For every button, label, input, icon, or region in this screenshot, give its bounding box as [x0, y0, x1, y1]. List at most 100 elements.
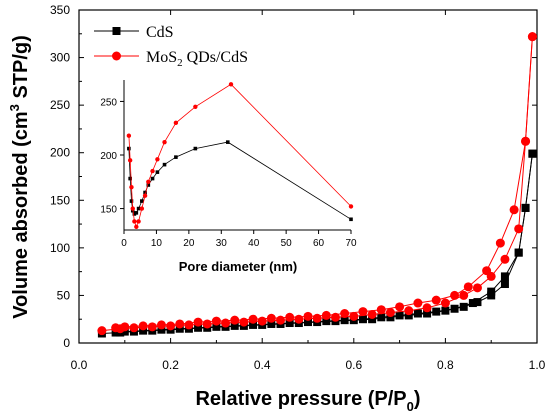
data-point-cds: [322, 317, 331, 326]
legend-marker-cds: [112, 27, 121, 35]
data-point-cds: [423, 309, 432, 318]
data-point-cds: [500, 272, 509, 281]
inset-series-group: [126, 82, 354, 229]
legend: CdS MoS2 QDs/CdS: [94, 24, 248, 69]
inset-data-point-mos2-qds-cds: [162, 139, 167, 145]
data-point-cds: [111, 328, 120, 337]
data-point-mos2-qds-cds: [266, 313, 276, 323]
data-point-cds: [528, 149, 537, 158]
data-point-cds: [212, 322, 221, 331]
inset-y-tick-label: 200: [100, 151, 117, 162]
legend-label-mos2-qds-cds: MoS2 QDs/CdS: [146, 49, 248, 69]
inset-data-point-mos2-qds-cds: [228, 82, 234, 87]
inset-data-point-cds: [155, 170, 160, 174]
inset-x-tick-label: 20: [183, 238, 195, 249]
x-tick-label: 0.8: [437, 358, 454, 372]
y-tick-label: 250: [50, 98, 70, 112]
data-point-mos2-qds-cds: [500, 254, 510, 264]
data-point-mos2-qds-cds: [211, 316, 221, 326]
inset-data-point-mos2-qds-cds: [146, 179, 151, 184]
data-point-cds: [468, 299, 477, 308]
y-tick-label: 50: [57, 288, 71, 302]
data-point-mos2-qds-cds: [257, 316, 267, 326]
inset-data-point-mos2-qds-cds: [127, 158, 133, 163]
y-tick-label: 300: [50, 51, 70, 65]
inset-data-point-mos2-qds-cds: [193, 104, 198, 109]
inset-data-point-cds: [129, 199, 134, 203]
data-point-mos2-qds-cds: [367, 309, 377, 319]
data-point-cds: [487, 287, 496, 296]
data-point-mos2-qds-cds: [358, 307, 368, 317]
data-point-cds: [395, 311, 404, 320]
data-point-mos2-qds-cds: [404, 306, 414, 316]
data-point-cds: [386, 313, 395, 322]
inset-data-point-cds: [349, 217, 353, 222]
inset-data-point-cds: [193, 146, 198, 151]
data-point-mos2-qds-cds: [120, 322, 130, 332]
inset-data-point-cds: [162, 162, 167, 167]
data-point-mos2-qds-cds: [376, 305, 386, 315]
data-point-mos2-qds-cds: [303, 311, 313, 321]
data-point-mos2-qds-cds: [482, 266, 492, 276]
inset-x-tick-label: 10: [151, 238, 163, 249]
inset-data-point-cds: [225, 140, 230, 144]
data-point-cds: [340, 316, 349, 325]
data-point-cds: [230, 321, 239, 330]
x-tick-label: 0.4: [254, 358, 271, 372]
data-point-mos2-qds-cds: [239, 317, 249, 327]
data-point-mos2-qds-cds: [463, 282, 473, 292]
data-point-mos2-qds-cds: [514, 224, 524, 234]
inset-data-point-cds: [132, 212, 137, 216]
data-point-mos2-qds-cds: [521, 136, 531, 146]
data-point-mos2-qds-cds: [285, 312, 295, 322]
x-tick-label: 1.0: [529, 358, 546, 372]
inset-data-point-mos2-qds-cds: [129, 184, 134, 190]
inset-data-point-mos2-qds-cds: [173, 120, 179, 126]
data-point-cds: [249, 320, 258, 329]
y-tick-label: 200: [50, 146, 70, 160]
data-point-cds: [194, 323, 203, 332]
data-point-cds: [175, 324, 184, 333]
data-point-mos2-qds-cds: [459, 290, 469, 300]
legend-item-cds: CdS: [94, 24, 174, 41]
data-point-mos2-qds-cds: [248, 314, 258, 324]
inset-data-point-cds: [143, 190, 147, 195]
legend-item-mos2-qds-cds: MoS2 QDs/CdS: [94, 49, 248, 69]
x-tick-label: 0.0: [71, 358, 88, 372]
data-point-mos2-qds-cds: [175, 319, 185, 329]
inset-data-point-mos2-qds-cds: [155, 157, 160, 162]
data-point-cds: [377, 313, 386, 322]
data-point-mos2-qds-cds: [276, 315, 286, 325]
data-point-mos2-qds-cds: [431, 295, 441, 305]
data-point-mos2-qds-cds: [321, 310, 331, 320]
inset-y-tick-label: 150: [100, 205, 117, 216]
inset-data-point-cds: [134, 211, 139, 215]
inset-chart: 0 10 20 30 40 50 60 70 150 200 250 Pore diameter (…: [100, 80, 357, 274]
inset-x-tick-label: 0: [121, 238, 127, 249]
inset-data-point-cds: [127, 146, 131, 151]
inset-background: [124, 80, 351, 230]
data-point-cds: [514, 248, 523, 257]
y-tick-label: 0: [63, 336, 70, 350]
data-point-mos2-qds-cds: [527, 32, 537, 42]
inset-data-point-mos2-qds-cds: [132, 219, 137, 224]
inset-data-point-mos2-qds-cds: [126, 133, 132, 138]
data-point-mos2-qds-cds: [129, 323, 139, 333]
inset-data-point-mos2-qds-cds: [150, 168, 155, 174]
data-point-cds: [413, 309, 422, 318]
data-point-mos2-qds-cds: [312, 313, 322, 323]
data-point-mos2-qds-cds: [111, 323, 121, 333]
inset-data-point-mos2-qds-cds: [348, 204, 354, 209]
data-point-mos2-qds-cds: [294, 314, 304, 324]
data-point-mos2-qds-cds: [385, 308, 395, 318]
data-point-mos2-qds-cds: [184, 320, 194, 330]
data-point-cds: [404, 311, 413, 320]
inset-x-tick-label: 70: [345, 238, 357, 249]
inset-data-point-mos2-qds-cds: [142, 193, 148, 198]
data-point-mos2-qds-cds: [422, 303, 432, 313]
data-point-cds: [432, 307, 441, 316]
inset-data-point-mos2-qds-cds: [139, 206, 145, 211]
y-tick-label: 150: [50, 193, 70, 207]
inset-data-point-cds: [174, 155, 178, 159]
